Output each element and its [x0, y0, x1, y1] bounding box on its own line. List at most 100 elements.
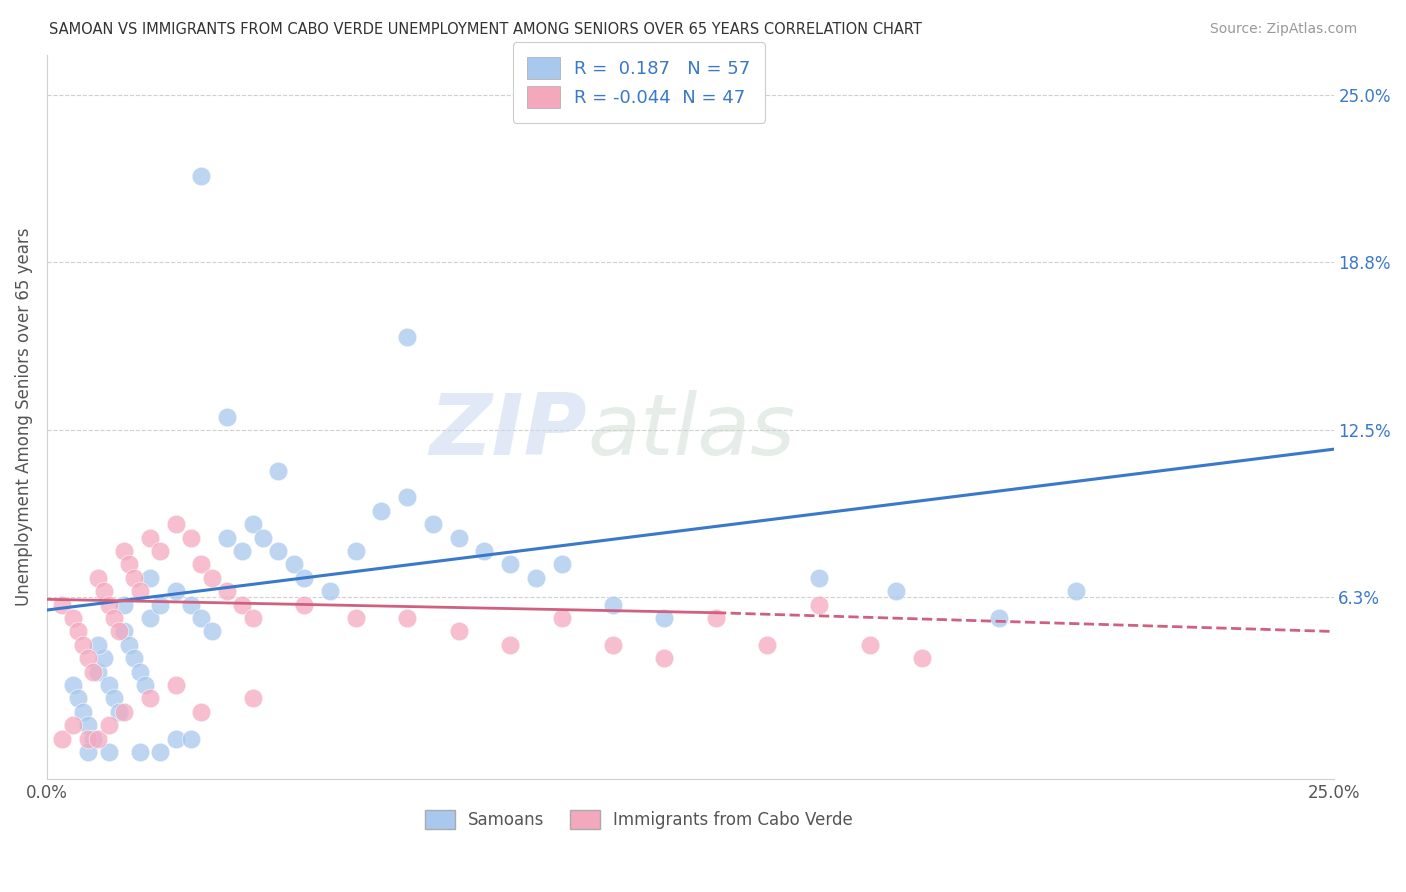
Point	[215, 531, 238, 545]
Point	[112, 624, 135, 639]
Point	[396, 611, 419, 625]
Point	[215, 584, 238, 599]
Point	[231, 544, 253, 558]
Point	[215, 410, 238, 425]
Point	[128, 665, 150, 679]
Point	[149, 745, 172, 759]
Point	[499, 558, 522, 572]
Point	[165, 678, 187, 692]
Point	[396, 491, 419, 505]
Point	[190, 169, 212, 183]
Point	[283, 558, 305, 572]
Point	[165, 517, 187, 532]
Point	[292, 598, 315, 612]
Point	[252, 531, 274, 545]
Point	[77, 731, 100, 746]
Point	[200, 571, 222, 585]
Point	[139, 611, 162, 625]
Point	[62, 678, 84, 692]
Point	[128, 584, 150, 599]
Point	[51, 731, 73, 746]
Point	[447, 624, 470, 639]
Point	[118, 638, 141, 652]
Point	[190, 705, 212, 719]
Point	[344, 611, 367, 625]
Point	[180, 731, 202, 746]
Point	[472, 544, 495, 558]
Point	[97, 678, 120, 692]
Point	[77, 745, 100, 759]
Y-axis label: Unemployment Among Seniors over 65 years: Unemployment Among Seniors over 65 years	[15, 227, 32, 607]
Legend: Samoans, Immigrants from Cabo Verde: Samoans, Immigrants from Cabo Verde	[418, 804, 859, 836]
Point	[200, 624, 222, 639]
Point	[51, 598, 73, 612]
Point	[97, 598, 120, 612]
Point	[66, 691, 89, 706]
Point	[87, 571, 110, 585]
Point	[77, 651, 100, 665]
Point	[344, 544, 367, 558]
Text: SAMOAN VS IMMIGRANTS FROM CABO VERDE UNEMPLOYMENT AMONG SENIORS OVER 65 YEARS CO: SAMOAN VS IMMIGRANTS FROM CABO VERDE UNE…	[49, 22, 922, 37]
Point	[499, 638, 522, 652]
Point	[231, 598, 253, 612]
Point	[82, 731, 104, 746]
Text: Source: ZipAtlas.com: Source: ZipAtlas.com	[1209, 22, 1357, 37]
Point	[139, 571, 162, 585]
Point	[190, 558, 212, 572]
Point	[66, 624, 89, 639]
Point	[112, 544, 135, 558]
Point	[396, 329, 419, 343]
Point	[134, 678, 156, 692]
Point	[103, 611, 125, 625]
Point	[319, 584, 342, 599]
Point	[62, 611, 84, 625]
Point	[72, 705, 94, 719]
Point	[884, 584, 907, 599]
Point	[165, 584, 187, 599]
Point	[139, 691, 162, 706]
Point	[124, 651, 146, 665]
Point	[62, 718, 84, 732]
Point	[128, 745, 150, 759]
Point	[165, 731, 187, 746]
Point	[112, 598, 135, 612]
Point	[242, 517, 264, 532]
Point	[149, 544, 172, 558]
Point	[242, 611, 264, 625]
Point	[524, 571, 547, 585]
Point	[704, 611, 727, 625]
Point	[118, 558, 141, 572]
Point	[756, 638, 779, 652]
Point	[370, 504, 392, 518]
Point	[82, 665, 104, 679]
Point	[108, 624, 131, 639]
Point	[988, 611, 1011, 625]
Point	[112, 705, 135, 719]
Point	[807, 571, 830, 585]
Point	[87, 665, 110, 679]
Point	[139, 531, 162, 545]
Point	[1064, 584, 1087, 599]
Point	[180, 598, 202, 612]
Point	[103, 691, 125, 706]
Point	[97, 745, 120, 759]
Point	[807, 598, 830, 612]
Point	[149, 598, 172, 612]
Point	[72, 638, 94, 652]
Point	[859, 638, 882, 652]
Point	[447, 531, 470, 545]
Point	[190, 611, 212, 625]
Point	[97, 718, 120, 732]
Point	[550, 558, 572, 572]
Point	[550, 611, 572, 625]
Text: atlas: atlas	[588, 390, 796, 473]
Point	[108, 705, 131, 719]
Point	[93, 584, 115, 599]
Point	[242, 691, 264, 706]
Point	[87, 638, 110, 652]
Point	[77, 718, 100, 732]
Point	[911, 651, 934, 665]
Point	[93, 651, 115, 665]
Point	[267, 544, 290, 558]
Point	[602, 598, 624, 612]
